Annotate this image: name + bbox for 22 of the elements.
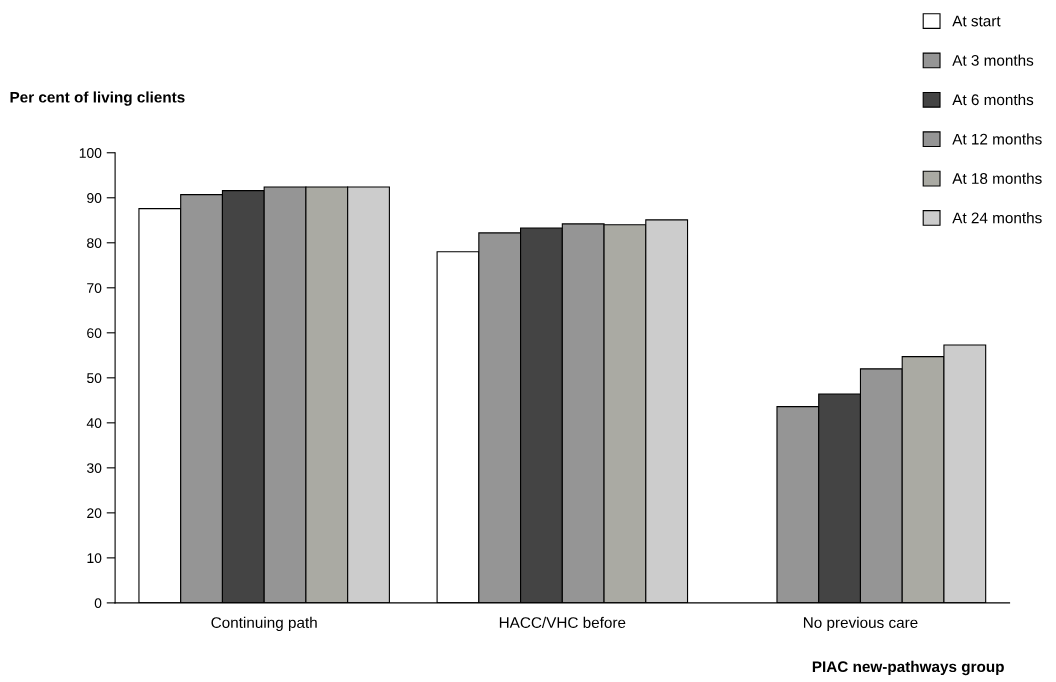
x-axis-title: PIAC new-pathways group <box>812 660 1004 676</box>
legend-label: At 3 months <box>952 54 1034 66</box>
legend-label: At start <box>952 15 1001 27</box>
y-tick-label: 20 <box>87 508 102 519</box>
x-tick-label: Continuing path <box>211 616 317 632</box>
y-tick-label: 30 <box>86 463 102 474</box>
y-tick-label: 80 <box>87 238 102 248</box>
y-tick-label: 100 <box>79 148 102 158</box>
y-tick-label: 60 <box>87 328 102 338</box>
x-tick-label: No previous care <box>803 616 918 632</box>
y-tick-label: 50 <box>87 373 102 383</box>
y-tick-label: 10 <box>87 553 102 564</box>
legend-label: At 18 months <box>952 172 1042 184</box>
y-tick-label: 0 <box>94 598 102 609</box>
legend-label: At 12 months <box>952 133 1042 145</box>
y-tick-label: 40 <box>86 418 102 429</box>
y-tick-label: 70 <box>87 283 102 293</box>
x-tick-label: HACC/VHC before <box>499 616 626 628</box>
legend-label: At 24 months <box>952 212 1042 224</box>
y-tick-label: 90 <box>87 193 102 203</box>
y-axis-title: Per cent of living clients <box>10 91 185 106</box>
legend-label: At 6 months <box>952 93 1034 106</box>
